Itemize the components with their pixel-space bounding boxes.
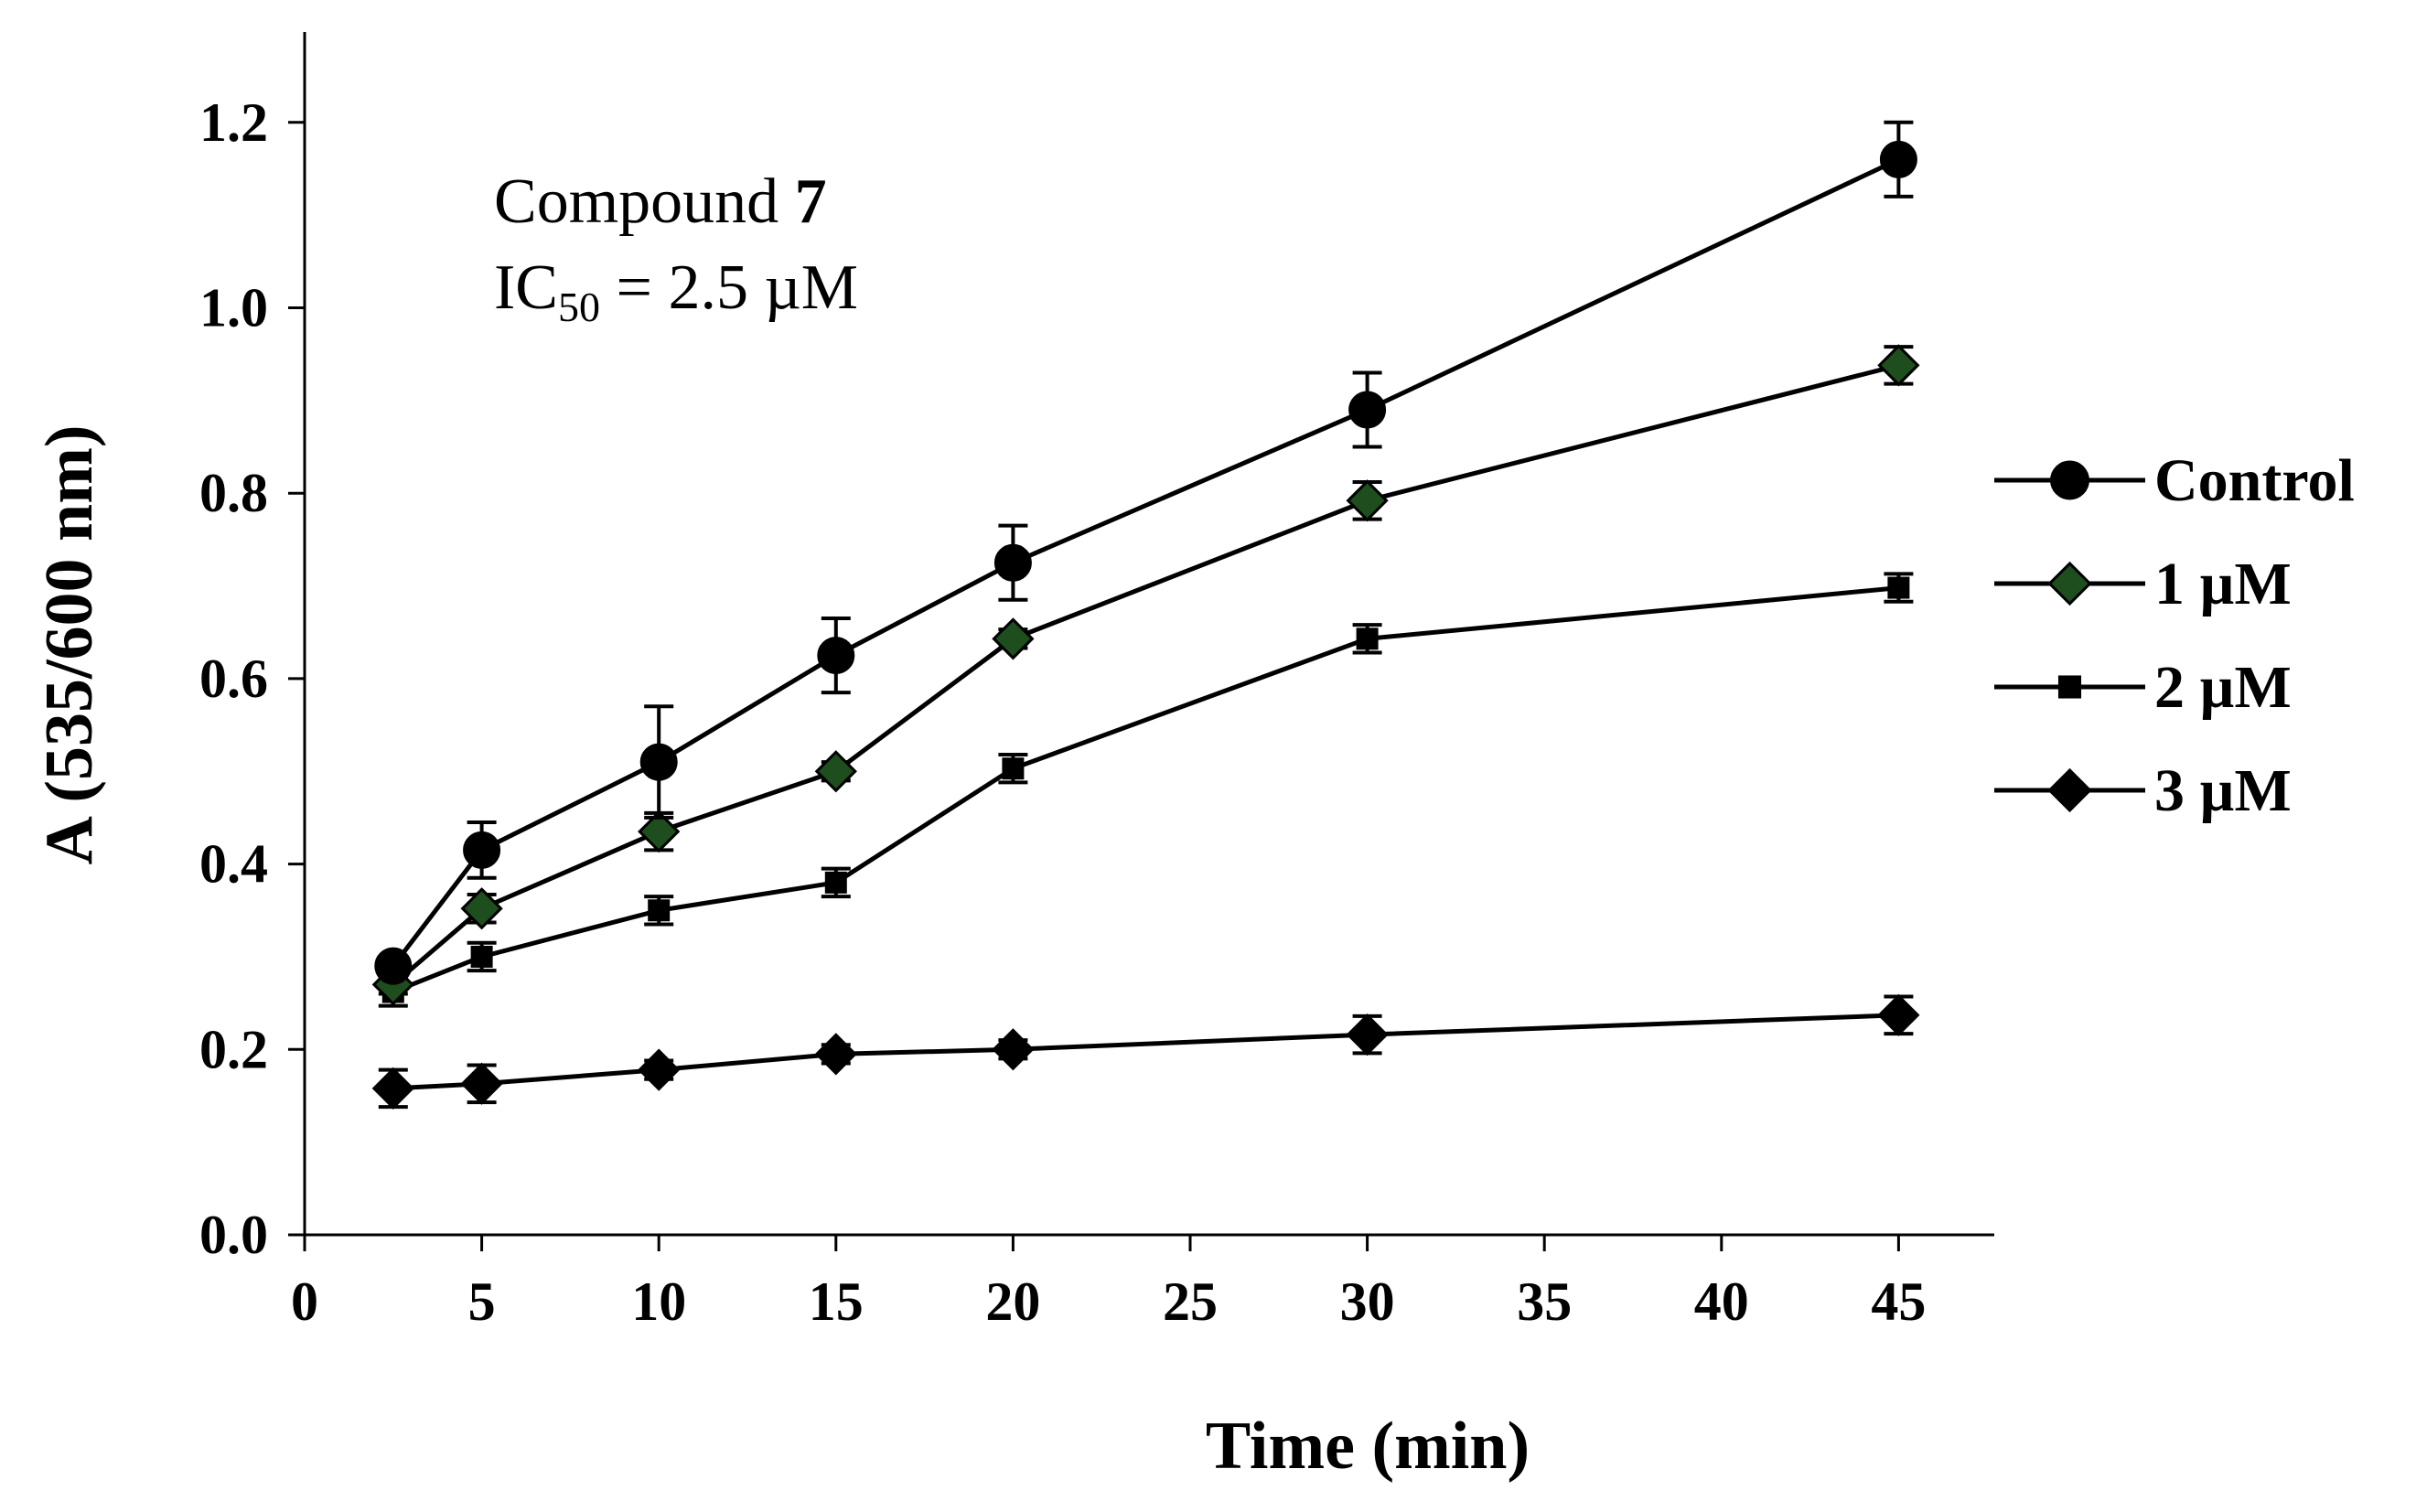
data-point (2047, 767, 2092, 813)
y-tick-label: 0.8 (199, 463, 268, 523)
data-point (639, 743, 678, 781)
series-line (392, 585, 1899, 994)
annotation-ic-subscript: 50 (558, 284, 600, 330)
x-tick-label: 5 (468, 1271, 496, 1332)
x-tick-label: 45 (1871, 1271, 1926, 1332)
data-point (1346, 1013, 1389, 1056)
legend-label: Control (2154, 447, 2355, 514)
y-tick-label: 0.6 (199, 649, 268, 709)
annotation-ic50: IC50 = 2.5 µM (494, 252, 858, 330)
x-tick-label: 40 (1694, 1271, 1749, 1332)
x-tick-label: 15 (809, 1271, 864, 1332)
data-point (2050, 460, 2089, 500)
data-point (1002, 757, 1025, 780)
y-tick-label: 0.2 (199, 1019, 268, 1079)
series-line (392, 362, 1900, 987)
annotation-compound: Compound 7 (494, 166, 827, 237)
data-point (638, 810, 681, 853)
legend-item: Control (1994, 447, 2355, 514)
data-point (817, 637, 855, 675)
annotation-ic-prefix: IC (494, 252, 558, 323)
series-line (392, 1013, 1899, 1091)
x-tick-label: 25 (1163, 1271, 1218, 1332)
data-point (993, 543, 1032, 582)
data-point (1879, 140, 1917, 178)
x-tick-label: 30 (1340, 1271, 1395, 1332)
data-point (371, 1067, 414, 1110)
legend-label: 1 µM (2154, 551, 2292, 617)
legend-item: 3 µM (1994, 757, 2292, 824)
legend-item: 2 µM (1994, 654, 2292, 721)
data-point (814, 750, 857, 793)
data-point (460, 1062, 503, 1105)
y-tick-label: 1.0 (199, 278, 268, 338)
data-point (648, 899, 671, 922)
annotation-compound-prefix: Compound (494, 166, 795, 237)
data-point (1348, 391, 1387, 429)
legend-label: 2 µM (2154, 654, 2292, 721)
data-point (463, 831, 501, 869)
data-point (374, 947, 413, 985)
legend-label: 3 µM (2154, 757, 2292, 824)
data-point (1346, 479, 1389, 522)
legend-item: 1 µM (1994, 551, 2292, 617)
annotation-compound-number: 7 (795, 166, 827, 237)
y-tick-label: 0.0 (199, 1205, 268, 1265)
series-layer (371, 120, 1920, 1110)
legend: Control 1 µM 2 µM 3 µM (1994, 447, 2355, 824)
data-point (1887, 576, 1910, 599)
data-point (470, 945, 493, 968)
data-point (460, 887, 503, 930)
data-point (1877, 993, 1920, 1036)
x-tick-label: 0 (291, 1271, 318, 1332)
data-point (814, 1033, 857, 1076)
data-point (992, 1028, 1035, 1071)
y-tick-label: 1.2 (199, 92, 268, 153)
x-tick-label: 35 (1517, 1271, 1572, 1332)
series-2m (378, 572, 1914, 1008)
data-point (2047, 561, 2092, 606)
data-point (638, 1048, 681, 1091)
x-axis-title: Time (min) (1206, 1409, 1530, 1484)
annotation-ic-value: = 2.5 µM (600, 252, 858, 323)
data-point (2057, 675, 2082, 699)
x-tick-label: 20 (985, 1271, 1040, 1332)
axes: 0.0 0.2 0.4 0.6 0.8 1.0 1.2 0 5 10 15 20 25 30 35 40 45 (199, 32, 1994, 1332)
y-axis-title: A (535/600 nm) (32, 425, 107, 865)
series-control (374, 120, 1917, 985)
y-tick-label: 0.4 (199, 834, 268, 895)
series-1m (371, 344, 1920, 1006)
data-point (824, 871, 847, 894)
data-point (1356, 627, 1379, 650)
x-tick-label: 10 (631, 1271, 686, 1332)
series-3m (371, 993, 1920, 1110)
data-point (992, 617, 1035, 660)
data-point (1877, 344, 1920, 387)
